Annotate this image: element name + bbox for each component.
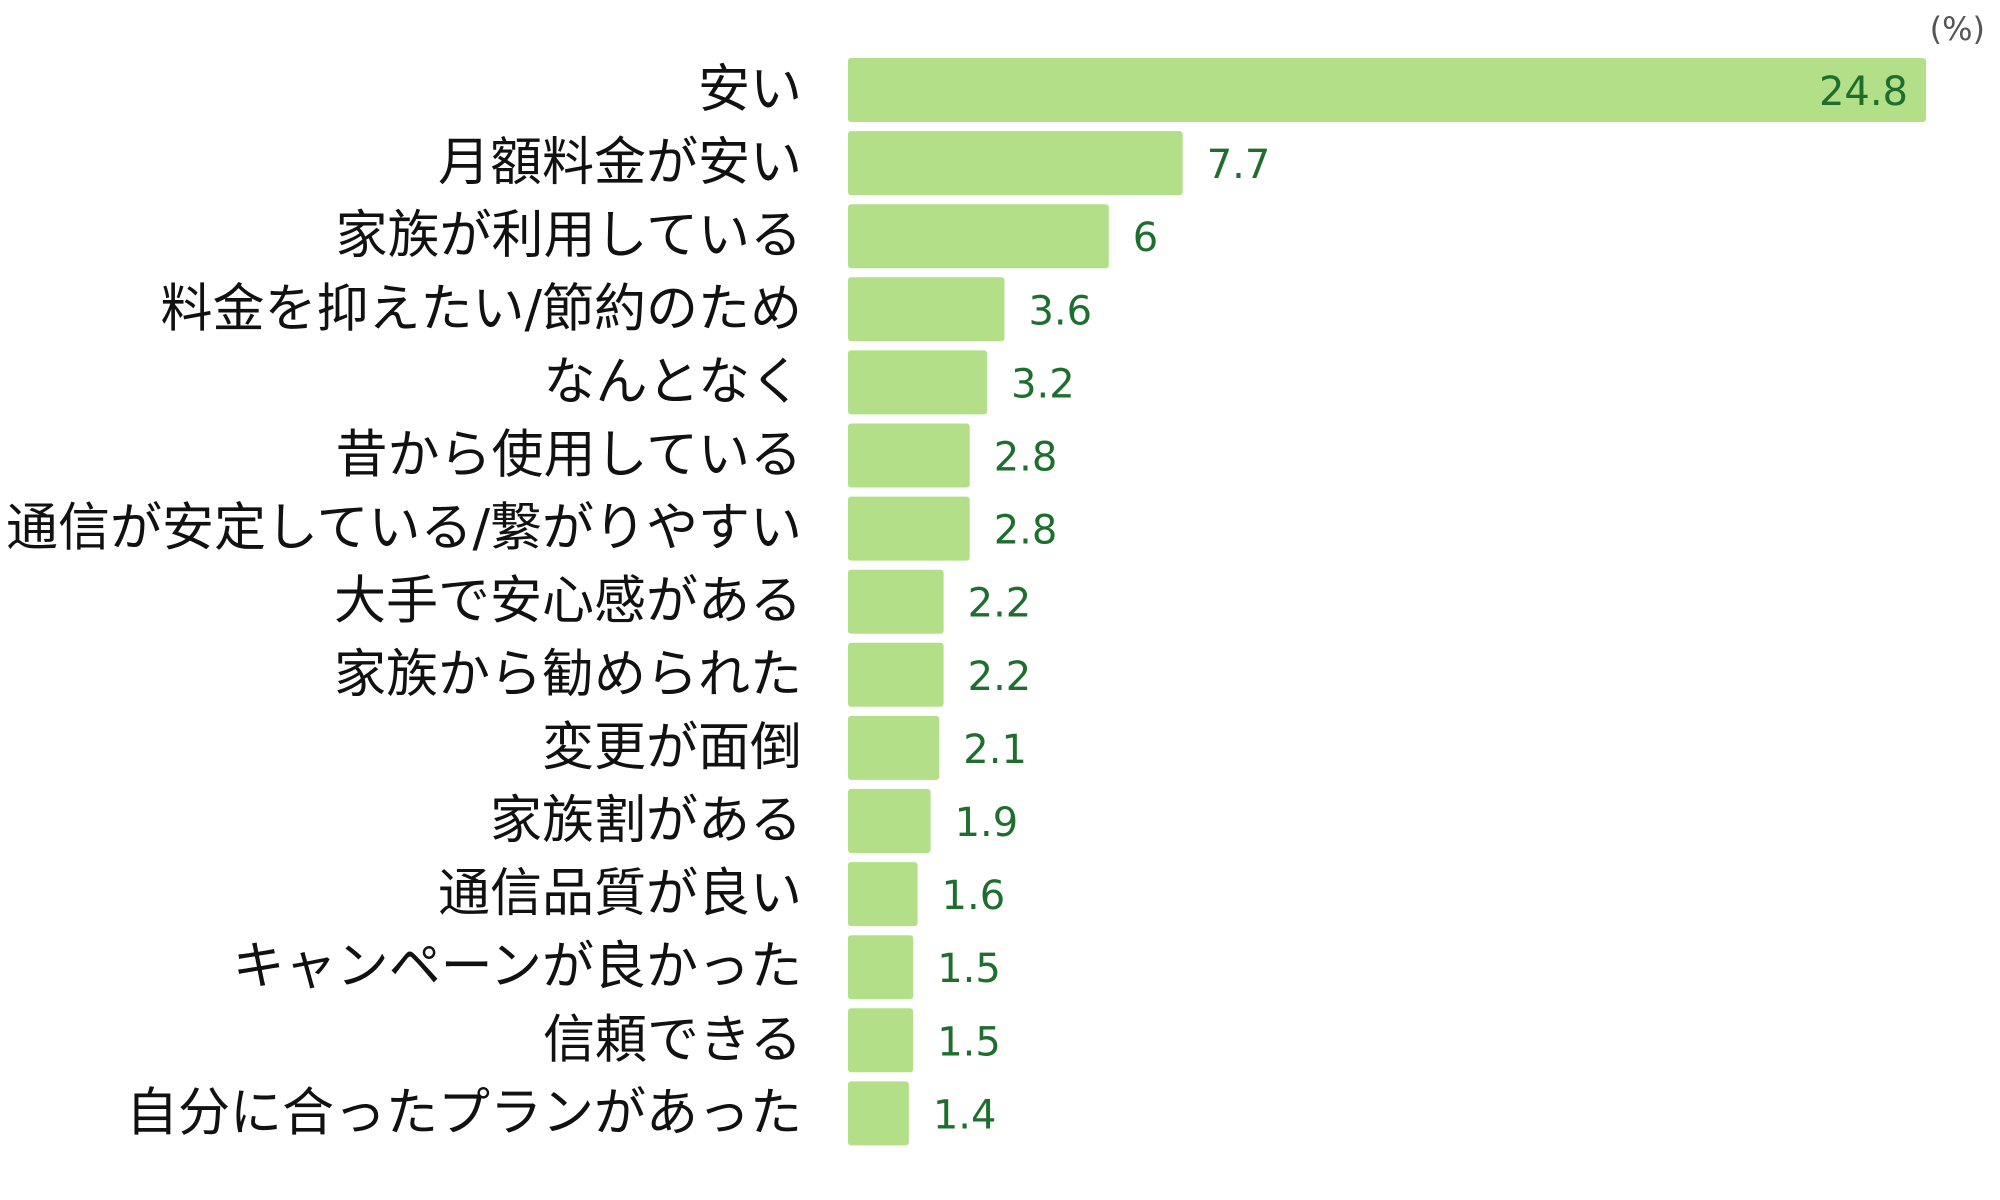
- value-label: 1.5: [937, 946, 1001, 992]
- category-label: 安い: [698, 60, 802, 120]
- category-label: 家族が利用している: [336, 206, 802, 266]
- category-label: 自分に合ったプランがあった: [126, 1083, 802, 1143]
- value-label: 6: [1133, 215, 1158, 261]
- category-label: 通信品質が良い: [438, 864, 802, 924]
- value-label: 7.7: [1207, 142, 1271, 188]
- value-label: 24.8: [1819, 69, 1908, 115]
- bar: [848, 350, 988, 415]
- bar: [848, 642, 944, 707]
- value-label: 3.6: [1028, 288, 1092, 334]
- value-label: 3.2: [1011, 361, 1075, 407]
- category-label: キャンペーンが良かった: [233, 937, 802, 997]
- value-label: 2.8: [994, 435, 1058, 481]
- bar: [848, 423, 970, 488]
- category-label: 信頼できる: [543, 1010, 802, 1070]
- bar: [848, 935, 914, 1000]
- value-label: 2.1: [963, 727, 1027, 773]
- category-label: 家族から勧められた: [334, 645, 802, 705]
- category-label: なんとなく: [544, 352, 802, 412]
- category-label: 家族割がある: [490, 791, 802, 851]
- value-label: 1.4: [933, 1092, 997, 1138]
- unit-label: (%): [1930, 10, 1985, 48]
- bar: [848, 862, 918, 927]
- category-label: 変更が面倒: [542, 718, 802, 778]
- bar: [848, 496, 970, 561]
- value-label: 2.2: [968, 654, 1032, 700]
- bar: [848, 58, 1926, 122]
- value-label: 1.6: [942, 873, 1006, 919]
- bar: [848, 1081, 909, 1146]
- value-label: 1.5: [937, 1019, 1001, 1065]
- category-label: 通信が安定している/繋がりやすい: [6, 499, 802, 559]
- bar: [848, 569, 944, 634]
- bars-group: 安い 24.8 月額料金が安い 7.7 家族が利用している 6 料金を抑えたい/節約のため 3…: [6, 58, 1926, 1146]
- bar: [848, 131, 1183, 196]
- category-label: 大手で安心感がある: [334, 572, 802, 632]
- value-label: 1.9: [955, 800, 1019, 846]
- bar: [848, 204, 1109, 269]
- bar: [848, 1008, 914, 1073]
- bar: [848, 715, 940, 780]
- bar: [848, 277, 1005, 342]
- category-label: 昔から使用している: [336, 426, 802, 486]
- category-label: 料金を抑えたい/節約のため: [160, 279, 802, 339]
- value-label: 2.8: [994, 508, 1058, 554]
- category-label: 月額料金が安い: [438, 133, 802, 193]
- value-label: 2.2: [968, 581, 1032, 627]
- bar: [848, 789, 931, 853]
